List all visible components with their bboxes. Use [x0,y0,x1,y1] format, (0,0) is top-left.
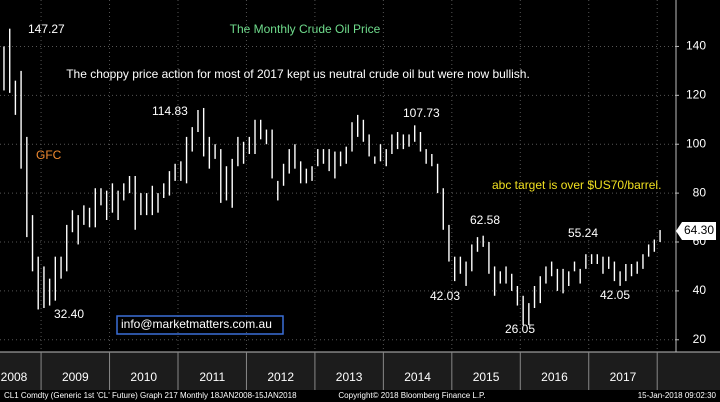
footer: 15-Jan-2018 09:02:30 [638,391,717,400]
y-tick-label: 100 [686,136,706,150]
annotation: 114.83 [152,104,188,118]
x-tick-label: 2016 [541,370,568,384]
annotation: 147.27 [28,22,65,36]
link-box [116,315,284,335]
x-tick-label: 2015 [473,370,500,384]
footer: CL1 Comdty (Generic 1st 'CL' Future) Gra… [4,391,297,400]
x-tick-label: 2017 [610,370,637,384]
annotation: 107.73 [403,106,440,120]
annotation: 26.05 [505,322,535,336]
x-tick-label: 2009 [62,370,89,384]
footer: Copyright© 2018 Bloomberg Finance L.P. [338,391,485,400]
annotation: 55.24 [568,226,598,240]
y-tick-label: 20 [693,332,707,346]
x-axis-band [0,352,720,390]
x-tick-label: 2013 [336,370,363,384]
chart-title: The Monthly Crude Oil Price [230,22,381,36]
annotation: info@marketmatters.com.au [121,317,272,331]
y-tick-label: 40 [693,283,707,297]
annotation: 62.58 [470,213,500,227]
annotation: 64.30 [684,223,714,237]
x-tick-label: 2011 [199,370,225,384]
annotation: abc target is over $US70/barrel. [492,178,661,192]
annotation: GFC [36,148,62,162]
y-tick-label: 140 [686,39,706,53]
last-price-box [676,222,716,240]
x-tick-label: 2008 [1,370,28,384]
annotation: 42.03 [430,289,460,303]
y-tick-label: 80 [693,185,707,199]
x-tick-label: 2010 [130,370,157,384]
chart-subtitle: The choppy price action for most of 2017… [66,67,530,81]
x-tick-label: 2014 [404,370,431,384]
annotation: 32.40 [54,307,84,321]
y-tick-label: 120 [686,88,706,102]
x-tick-label: 2012 [267,370,294,384]
annotation: 42.05 [600,288,630,302]
